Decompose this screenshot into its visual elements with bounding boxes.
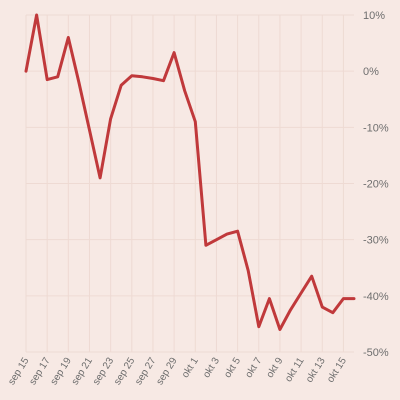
y-tick-label: -20%: [363, 179, 389, 191]
y-tick-label: -10%: [363, 122, 389, 134]
x-tick-label: okt 9: [265, 355, 286, 380]
y-tick-label: -50%: [363, 347, 389, 359]
y-tick-label: -30%: [363, 235, 389, 247]
x-tick-label: okt 15: [325, 355, 349, 384]
y-tick-label: 10%: [363, 10, 385, 22]
x-tick-label: okt 7: [243, 355, 264, 380]
y-tick-label: -40%: [363, 291, 389, 303]
x-tick-label: okt 1: [180, 355, 201, 380]
x-tick-label: okt 5: [222, 355, 243, 380]
x-tick-label: okt 3: [201, 355, 222, 380]
x-tick-label: sep 29: [154, 355, 179, 387]
y-tick-label: 0%: [363, 66, 379, 78]
y-axis-labels: 10% 0% -10% -20% -30% -40% -50%: [363, 10, 389, 359]
x-tick-label: okt 11: [283, 355, 307, 384]
series-layer: [24, 13, 356, 331]
grid: [25, 14, 354, 353]
series-line: [24, 13, 356, 331]
x-tick-label: okt 13: [304, 355, 328, 384]
